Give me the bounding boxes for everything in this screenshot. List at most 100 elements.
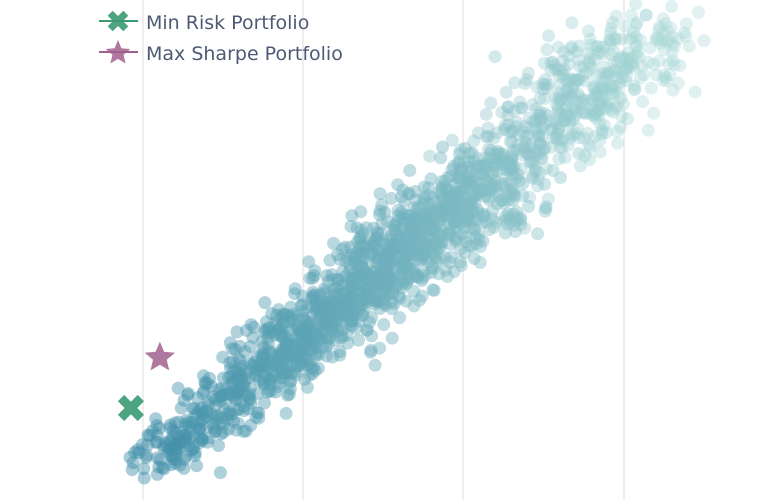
portfolio-point	[156, 461, 170, 475]
portfolio-point	[341, 336, 355, 350]
portfolio-point	[483, 152, 497, 165]
portfolio-point	[479, 107, 493, 121]
portfolio-point	[362, 282, 376, 296]
portfolio-point	[608, 69, 622, 83]
portfolio-point	[552, 94, 566, 107]
portfolio-point	[416, 245, 429, 259]
portfolio-point	[587, 108, 601, 122]
portfolio-point	[435, 203, 449, 217]
portfolio-point	[529, 121, 543, 135]
portfolio-point	[565, 82, 579, 96]
legend-item-max-sharpe[interactable]: Max Sharpe Portfolio	[99, 40, 343, 65]
portfolio-point	[174, 435, 188, 449]
portfolio-point	[652, 54, 666, 68]
portfolio-point	[441, 227, 455, 241]
portfolio-point	[431, 226, 445, 240]
portfolio-point	[473, 184, 487, 198]
portfolio-point	[213, 466, 227, 480]
legend-item-min-risk[interactable]: Min Risk Portfolio	[99, 10, 309, 34]
portfolio-point	[366, 278, 380, 292]
portfolio-point	[399, 277, 413, 291]
portfolio-point	[443, 237, 457, 251]
portfolio-point	[306, 285, 320, 299]
portfolio-point	[509, 120, 523, 133]
portfolio-point	[275, 330, 289, 344]
portfolio-point	[610, 99, 624, 113]
portfolio-point	[434, 230, 448, 244]
portfolio-point	[203, 371, 216, 385]
portfolio-point	[383, 247, 397, 261]
portfolio-point	[216, 350, 230, 364]
portfolio-point	[344, 240, 358, 254]
portfolio-point	[430, 255, 444, 269]
portfolio-point	[303, 271, 317, 285]
portfolio-point	[249, 369, 263, 383]
portfolio-point	[190, 459, 204, 473]
portfolio-point	[379, 252, 393, 266]
portfolio-point	[325, 315, 339, 329]
portfolio-point	[390, 277, 404, 291]
portfolio-point	[458, 221, 471, 234]
portfolio-point	[364, 343, 378, 357]
portfolio-point	[449, 202, 463, 216]
portfolio-point	[285, 323, 299, 337]
portfolio-point	[411, 237, 425, 251]
portfolio-point	[495, 173, 509, 186]
portfolio-point	[469, 180, 483, 194]
portfolio-point	[417, 238, 431, 252]
portfolio-point	[501, 108, 515, 122]
portfolio-point	[533, 108, 547, 122]
portfolio-point	[396, 246, 410, 260]
portfolio-point	[301, 355, 315, 368]
portfolio-point	[524, 137, 538, 151]
portfolio-point	[428, 221, 442, 234]
portfolio-point	[410, 233, 424, 247]
portfolio-point	[172, 415, 186, 429]
portfolio-point	[243, 340, 257, 353]
portfolio-point	[385, 254, 398, 268]
portfolio-point	[483, 176, 497, 190]
portfolio-point	[578, 105, 592, 119]
portfolio-point	[583, 51, 597, 65]
portfolio-point	[391, 241, 405, 255]
portfolio-point	[223, 336, 237, 350]
legend[interactable]: Min Risk Portfolio Max Sharpe Portfolio	[99, 10, 343, 65]
portfolio-point	[425, 222, 439, 236]
portfolio-point	[324, 302, 338, 316]
portfolio-point	[678, 26, 691, 40]
portfolio-point	[186, 401, 200, 415]
portfolio-point	[453, 174, 467, 188]
portfolio-point	[399, 230, 413, 244]
portfolio-point	[343, 290, 357, 304]
portfolio-point	[345, 315, 359, 328]
portfolio-point	[337, 300, 351, 314]
portfolio-point	[274, 346, 288, 360]
portfolio-point	[403, 241, 417, 255]
portfolio-point	[226, 377, 240, 391]
portfolio-point	[313, 311, 327, 325]
portfolio-point	[414, 235, 428, 249]
portfolio-point	[170, 443, 184, 457]
portfolio-point	[432, 267, 446, 281]
portfolio-point	[450, 194, 464, 208]
portfolio-point	[661, 24, 675, 38]
portfolio-point	[241, 402, 255, 416]
portfolio-point	[518, 221, 532, 235]
portfolio-point	[505, 154, 519, 168]
portfolio-point	[274, 371, 288, 385]
portfolio-point	[439, 263, 453, 277]
portfolio-point	[653, 20, 667, 34]
portfolio-point	[484, 96, 498, 110]
portfolio-point	[285, 346, 299, 359]
portfolio-point	[652, 23, 666, 37]
portfolio-point	[132, 446, 146, 460]
portfolio-point	[359, 265, 373, 279]
portfolio-point	[422, 218, 436, 232]
portfolio-point	[330, 321, 344, 335]
portfolio-point	[551, 102, 565, 116]
portfolio-point	[461, 175, 474, 189]
portfolio-point	[275, 365, 289, 379]
portfolio-point	[440, 183, 454, 197]
portfolio-point	[609, 33, 623, 46]
portfolio-point	[343, 285, 357, 299]
